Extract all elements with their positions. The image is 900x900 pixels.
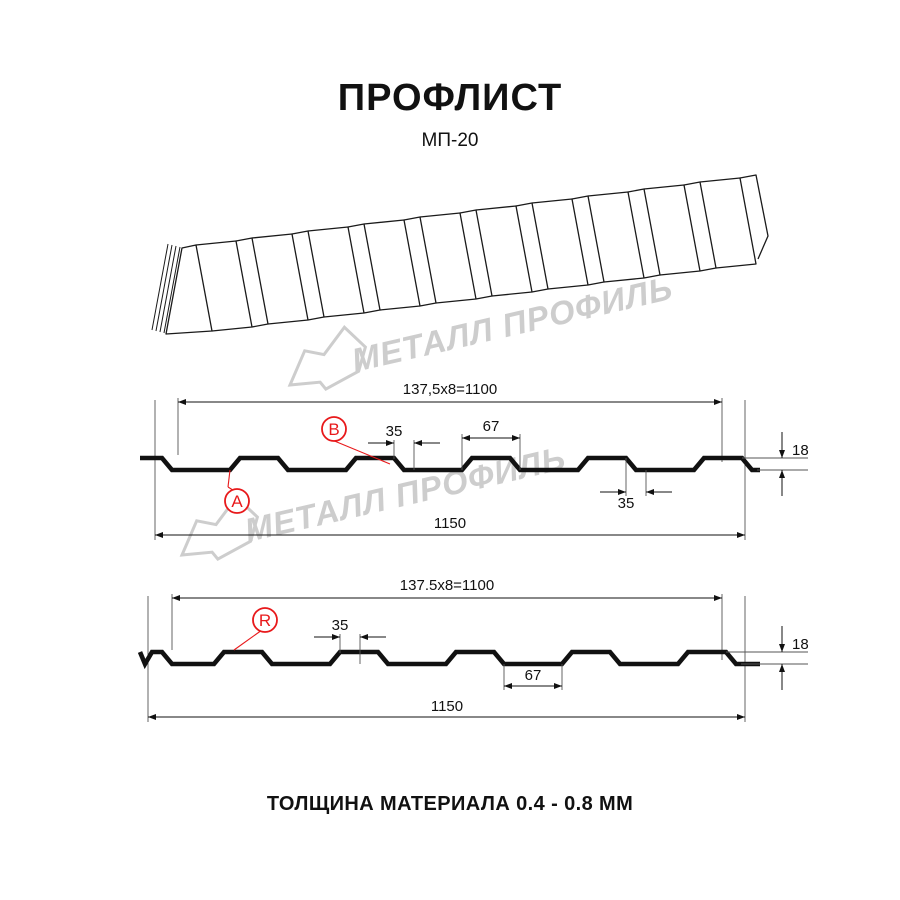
dimension-valley-67-top: 67 (461, 418, 521, 470)
title-block: ПРОФЛИСТ МП-20 (0, 76, 900, 154)
material-thickness-note: ТОЛЩИНА МАТЕРИАЛА 0.4 - 0.8 ММ (266, 793, 634, 815)
marker-a: A (224, 469, 250, 514)
svg-text:35: 35 (332, 617, 349, 634)
profile-outline (137, 649, 760, 670)
profile-view-a: 137,5x8=1100 35 (140, 381, 809, 540)
dimension-pitch-bottom: 137.5x8=1100 (172, 577, 722, 601)
svg-text:R: R (259, 611, 271, 630)
page-title: ПРОФЛИСТ (337, 77, 563, 119)
svg-text:35: 35 (618, 495, 635, 512)
svg-text:137,5x8=1100: 137,5x8=1100 (403, 381, 497, 398)
dimension-valley-67-bottom: 67 (503, 664, 563, 690)
dimension-overall-1150-bottom: 1150 (148, 698, 745, 720)
marker-b: B (321, 416, 391, 465)
product-code: МП-20 (421, 130, 479, 151)
svg-text:67: 67 (483, 418, 500, 435)
dimension-crest-35-bottom: 35 (600, 458, 672, 512)
svg-text:B: B (328, 420, 339, 439)
dimension-crest-35-bottom-view: 35 (314, 617, 386, 664)
svg-text:1150: 1150 (431, 698, 463, 715)
dimension-overall-1150-top: 1150 (155, 515, 745, 538)
svg-text:A: A (231, 492, 243, 511)
svg-text:137.5x8=1100: 137.5x8=1100 (400, 577, 494, 594)
dimension-height-18-top: 18 (742, 432, 809, 496)
svg-text:35: 35 (386, 423, 403, 440)
profiled-sheet-3d (151, 174, 769, 335)
svg-text:1150: 1150 (434, 515, 466, 532)
dimension-pitch-top: 137,5x8=1100 (178, 381, 722, 405)
watermark-text: МЕТАЛЛ ПРОФИЛЬ (348, 269, 676, 379)
footer-block: ТОЛЩИНА МАТЕРИАЛА 0.4 - 0.8 ММ (0, 793, 900, 816)
dimension-crest-35-top: 35 (368, 423, 440, 470)
extension-lines (154, 398, 746, 540)
profile-outline (140, 455, 760, 473)
marker-r: R (233, 607, 278, 651)
svg-text:67: 67 (525, 667, 542, 684)
svg-text:18: 18 (792, 442, 809, 459)
watermark-logo-top: МЕТАЛЛ ПРОФИЛЬ (287, 269, 676, 391)
svg-text:18: 18 (792, 636, 809, 653)
profile-view-r: 137.5x8=1100 35 (137, 577, 809, 722)
dimension-height-18-bottom: 18 (726, 626, 809, 690)
